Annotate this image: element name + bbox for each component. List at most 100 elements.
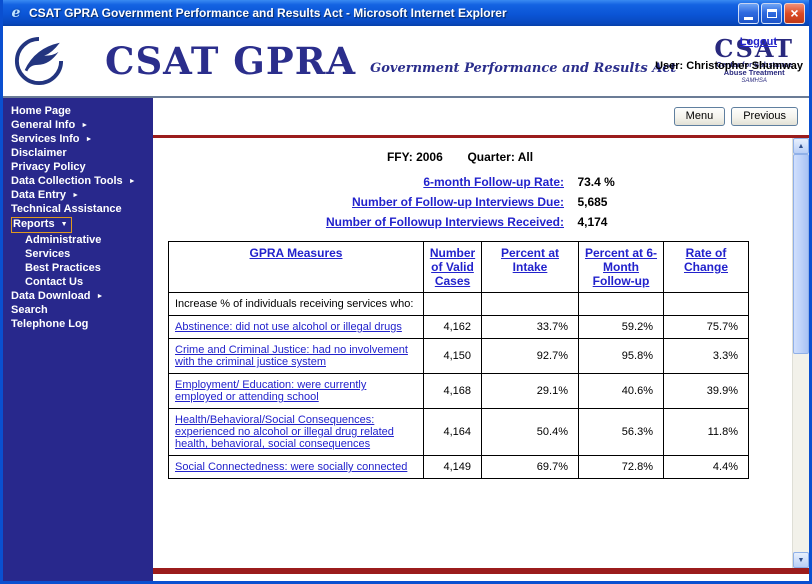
sidebar-item-technical-assistance[interactable]: Technical Assistance (11, 203, 122, 215)
sidebar-item-disclaimer[interactable]: Disclaimer (11, 147, 67, 159)
sidebar-item-best-practices[interactable]: Best Practices (25, 262, 101, 274)
intro-cell: Increase % of individuals receiving serv… (168, 292, 424, 316)
followup-rate-link[interactable]: 6-month Follow-up Rate: (423, 175, 564, 189)
submenu-arrow-icon: ► (72, 192, 80, 199)
sidebar-item-administrative[interactable]: Administrative (25, 234, 102, 246)
summary-row: 6-month Follow-up Rate: 73.4 % (168, 172, 792, 192)
header-rate-of-change[interactable]: Rate of Change (663, 241, 749, 293)
change-value: 75.7% (663, 315, 749, 339)
internet-explorer-icon: e (11, 5, 21, 21)
logged-in-user: User: Christopher Shumway (655, 60, 803, 72)
valid-cases-value: 4,149 (423, 455, 482, 479)
table-row: Crime and Criminal Justice: had no invol… (168, 338, 749, 374)
gpra-measures-table: GPRA Measures Number of Valid Cases Perc… (168, 241, 749, 479)
scrollbar-thumb[interactable] (793, 154, 809, 354)
sidebar-item-data-download[interactable]: Data Download ► (11, 290, 104, 302)
submenu-arrow-icon: ► (96, 293, 104, 300)
sidebar-item-services[interactable]: Services (25, 248, 71, 260)
intake-value: 33.7% (481, 315, 579, 339)
arrow-up-icon: ▲ (797, 142, 805, 150)
main-area: Home Page General Info ► Services Info ►… (3, 98, 809, 581)
window-title: CSAT GPRA Government Performance and Res… (29, 6, 507, 20)
valid-cases-value: 4,150 (423, 338, 482, 374)
sidebar-item-services-info[interactable]: Services Info ► (11, 133, 93, 145)
toolbar: Menu Previous (153, 98, 809, 135)
submenu-arrow-icon: ► (128, 178, 136, 185)
followup-value: 40.6% (578, 373, 664, 409)
csat-logo-line1: Center for Substance (716, 60, 793, 69)
menu-button[interactable]: Menu (673, 107, 726, 126)
summary-row: Number of Followup Interviews Received: … (168, 212, 792, 232)
interviews-due-link[interactable]: Number of Follow-up Interviews Due: (351, 195, 564, 209)
minimize-icon (744, 16, 753, 20)
bottom-margin (153, 574, 809, 581)
header-percent-followup[interactable]: Percent at 6-Month Follow-up (578, 241, 664, 293)
previous-button[interactable]: Previous (731, 107, 798, 126)
interviews-received-value: 4,174 (577, 215, 608, 229)
csat-logo-name: CSAT (714, 34, 794, 63)
change-value: 39.9% (663, 373, 749, 409)
close-icon: × (790, 5, 799, 21)
vertical-scrollbar[interactable]: ▲ ▼ (792, 138, 809, 568)
table-row: Increase % of individuals receiving serv… (168, 292, 749, 316)
sidebar-item-search[interactable]: Search (11, 304, 48, 316)
close-button[interactable]: × (784, 2, 805, 24)
measure-link-health[interactable]: Health/Behavioral/Social Consequences: e… (175, 414, 394, 450)
intake-value: 69.7% (481, 455, 579, 479)
sidebar-item-data-entry[interactable]: Data Entry ► (11, 189, 80, 201)
intake-value: 92.7% (481, 338, 579, 374)
top-divider-bar (153, 135, 809, 138)
report-content: FFY: 2006 Quarter: All 6-month Follow-up… (153, 138, 792, 568)
submenu-open-arrow-icon: ▼ (60, 221, 68, 228)
titlebar: e CSAT GPRA Government Performance and R… (3, 0, 809, 26)
scrollbar-track[interactable] (793, 154, 809, 552)
sidebar-item-general-info[interactable]: General Info ► (11, 119, 89, 131)
sidebar-item-home-page[interactable]: Home Page (11, 105, 71, 117)
summary-row: Number of Follow-up Interviews Due: 5,68… (168, 192, 792, 212)
table-row: Abstinence: did not use alcohol or illeg… (168, 315, 749, 339)
scroll-up-button[interactable]: ▲ (793, 138, 809, 154)
minimize-button[interactable] (738, 2, 759, 24)
submenu-arrow-icon: ► (85, 136, 93, 143)
sidebar-item-reports[interactable]: Reports ▼ (3, 217, 153, 234)
sidebar-item-contact-us[interactable]: Contact Us (25, 276, 84, 288)
table-row: Social Connectedness: were socially conn… (168, 455, 749, 479)
sidebar-item-telephone-log[interactable]: Telephone Log (11, 318, 89, 330)
valid-cases-value: 4,162 (423, 315, 482, 339)
bottom-divider-bar (153, 568, 809, 574)
table-row: Employment/ Education: were currently em… (168, 373, 749, 409)
sidebar-item-data-collection-tools[interactable]: Data Collection Tools ► (11, 175, 136, 187)
app-logo: CSAT GPRA Government Performance and Res… (105, 41, 676, 81)
measure-link-social-connectedness[interactable]: Social Connectedness: were socially conn… (175, 461, 408, 473)
measure-link-employment[interactable]: Employment/ Education: were currently em… (175, 379, 367, 403)
valid-cases-value: 4,164 (423, 408, 482, 456)
measure-link-crime[interactable]: Crime and Criminal Justice: had no invol… (175, 344, 408, 368)
maximize-button[interactable] (761, 2, 782, 24)
valid-cases-value: 4,168 (423, 373, 482, 409)
report-frame: FFY: 2006 Quarter: All 6-month Follow-up… (153, 138, 809, 568)
header-percent-intake[interactable]: Percent at Intake (481, 241, 579, 293)
header-valid-cases[interactable]: Number of Valid Cases (423, 241, 482, 293)
interviews-received-link[interactable]: Number of Followup Interviews Received: (325, 215, 564, 229)
followup-rate-value: 73.4 % (577, 175, 615, 189)
measure-link-abstinence[interactable]: Abstinence: did not use alcohol or illeg… (175, 321, 402, 333)
followup-value: 72.8% (578, 455, 664, 479)
maximize-icon (766, 8, 777, 18)
scroll-down-button[interactable]: ▼ (793, 552, 809, 568)
arrow-down-icon: ▼ (797, 556, 805, 564)
sidebar-item-privacy-policy[interactable]: Privacy Policy (11, 161, 86, 173)
content-area: Menu Previous FFY: 2006 Quarter: All 6 (153, 98, 809, 581)
summary-stats: 6-month Follow-up Rate: 73.4 % Number of… (168, 172, 792, 232)
user-area: Logout User: Christopher Shumway (655, 32, 803, 72)
table-row: Health/Behavioral/Social Consequences: e… (168, 408, 749, 456)
header-gpra-measures[interactable]: GPRA Measures (168, 241, 424, 293)
intake-value: 29.1% (481, 373, 579, 409)
csat-logo-line2: Abuse Treatment (723, 68, 785, 77)
quarter-label: Quarter: (467, 150, 515, 164)
ffy-label: FFY: (386, 150, 413, 164)
csat-samhsa-logo: CSAT Center for Substance Abuse Treatmen… (704, 37, 804, 85)
hhs-logo (13, 35, 65, 87)
logout-link[interactable]: Logout (739, 36, 777, 48)
page-header: CSAT GPRA Government Performance and Res… (3, 26, 809, 98)
